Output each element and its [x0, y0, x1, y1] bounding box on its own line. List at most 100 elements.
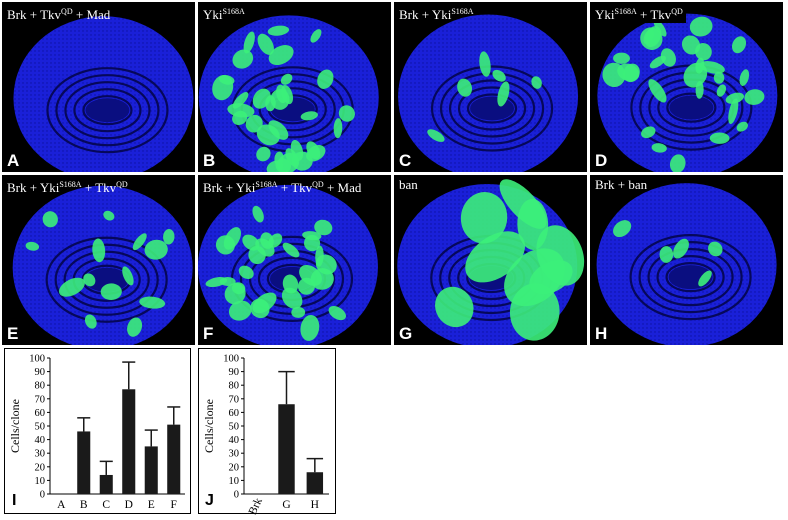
panel-d: YkiS168A + TkvQD D	[590, 2, 783, 172]
tissue-fold	[647, 248, 734, 307]
x-tick-label: B	[80, 499, 88, 511]
gfp-clone	[252, 88, 271, 109]
tissue-fold	[46, 67, 169, 154]
panel-g: ban G	[394, 175, 587, 345]
tissue-fold	[666, 92, 717, 123]
disc-tissue	[398, 14, 579, 172]
tissue-fold	[457, 86, 527, 131]
tissue-fold	[55, 74, 160, 147]
gfp-clone	[509, 283, 560, 341]
gfp-clone	[732, 36, 747, 54]
gfp-clone	[291, 306, 306, 318]
wing-disc-image	[198, 15, 379, 172]
gfp-clone	[673, 238, 689, 259]
panel-c: Brk + YkiS168A C	[394, 2, 587, 172]
tissue-fold	[54, 243, 159, 316]
gfp-clone	[122, 266, 134, 286]
gfp-clone	[613, 220, 632, 238]
gfp-clone	[281, 287, 303, 309]
gfp-clone	[333, 118, 343, 139]
tissue-fold	[656, 255, 725, 300]
gfp-clone	[275, 158, 292, 172]
gfp-clone	[479, 51, 491, 77]
panel-letter: D	[595, 151, 608, 170]
gfp-clone	[338, 105, 355, 122]
tissue-fold	[258, 87, 327, 132]
gfp-clone	[698, 270, 712, 287]
y-tick-label: 80	[35, 381, 46, 392]
gfp-clone	[242, 234, 260, 251]
chart-i: 0 10 20 30 40 50 60 70 80 90 100 Cells/clone A B C D E F …	[4, 348, 191, 514]
x-tick-label: F	[171, 499, 177, 511]
tissue-fold	[64, 81, 151, 140]
x-tick-label: H	[311, 499, 319, 511]
gfp-clone	[517, 198, 549, 250]
gfp-clone	[92, 238, 106, 263]
tissue-fold	[430, 65, 554, 152]
gfp-clone	[708, 241, 723, 257]
y-tick-label: 90	[35, 367, 46, 378]
label-text: + Tkv	[81, 180, 117, 195]
y-tick-label: 10	[35, 476, 46, 487]
gfp-clone	[306, 145, 326, 162]
label-text: + Tkv	[636, 7, 672, 22]
tissue-fold	[466, 93, 518, 124]
gfp-clone	[281, 84, 294, 105]
gfp-clone	[644, 26, 662, 48]
y-tick-label: 70	[229, 394, 240, 405]
gfp-clone	[683, 62, 708, 88]
panel-label: ban	[399, 177, 418, 193]
pouch-center	[85, 98, 130, 123]
gfp-clone	[83, 273, 96, 287]
bar-c	[99, 474, 113, 494]
panel-label: YkiS168A + TkvQD	[592, 4, 686, 23]
gfp-clone	[669, 154, 686, 172]
gfp-clone	[699, 61, 725, 74]
panel-label: Brk + YkiS168A + TkvQD + Mad	[203, 177, 361, 196]
y-tick-label: 100	[29, 354, 45, 365]
label-text: Yki	[203, 7, 223, 22]
x-tick-label: A	[57, 499, 66, 511]
gfp-clone	[725, 92, 745, 104]
panel-label: Brk + TkvQD + Mad	[7, 4, 110, 23]
gfp-clone	[232, 110, 248, 126]
gfp-clone	[736, 121, 748, 132]
gfp-clone	[641, 126, 656, 139]
wing-disc-image	[398, 14, 579, 172]
label-superscript: S168A	[59, 180, 82, 189]
gfp-clone	[465, 231, 526, 283]
gfp-clone	[689, 16, 713, 37]
bar-g	[278, 404, 295, 494]
pouch-center	[669, 95, 714, 120]
gfp-clone	[252, 205, 264, 223]
y-tick-label: 50	[35, 422, 46, 433]
y-tick-label: 10	[229, 476, 240, 487]
gfp-clone	[649, 55, 666, 69]
panel-b: YkiS168A B	[198, 2, 391, 172]
gfp-clone	[231, 282, 246, 295]
y-tick-label: 40	[229, 435, 240, 446]
y-tick-label: 50	[229, 422, 240, 433]
panel-f: Brk + YkiS168A + TkvQD + Mad F	[198, 175, 391, 345]
y-tick-label: 80	[229, 381, 240, 392]
x-tick-label: G	[282, 499, 290, 511]
gfp-clone	[427, 129, 445, 142]
y-tick-label: 60	[229, 408, 240, 419]
gfp-clone	[314, 219, 333, 236]
panel-label: Brk + YkiS168A + TkvQD	[7, 177, 128, 196]
gfp-clone	[100, 283, 122, 301]
gfp-clone	[42, 211, 58, 228]
wing-disc-image	[596, 183, 777, 345]
gfp-clone	[58, 277, 85, 297]
chart-letter: J	[205, 492, 214, 509]
gfp-clone	[460, 192, 508, 244]
gfp-clone	[739, 69, 750, 86]
panel-letter: C	[399, 151, 412, 170]
label-text: Brk + Yki	[203, 180, 256, 195]
label-text: ban	[399, 177, 418, 192]
tissue-fold	[73, 88, 142, 133]
gfp-clone	[310, 29, 322, 43]
tissue-fold	[63, 250, 150, 309]
gfp-clone	[282, 242, 300, 258]
label-text: Brk + ban	[595, 177, 648, 192]
